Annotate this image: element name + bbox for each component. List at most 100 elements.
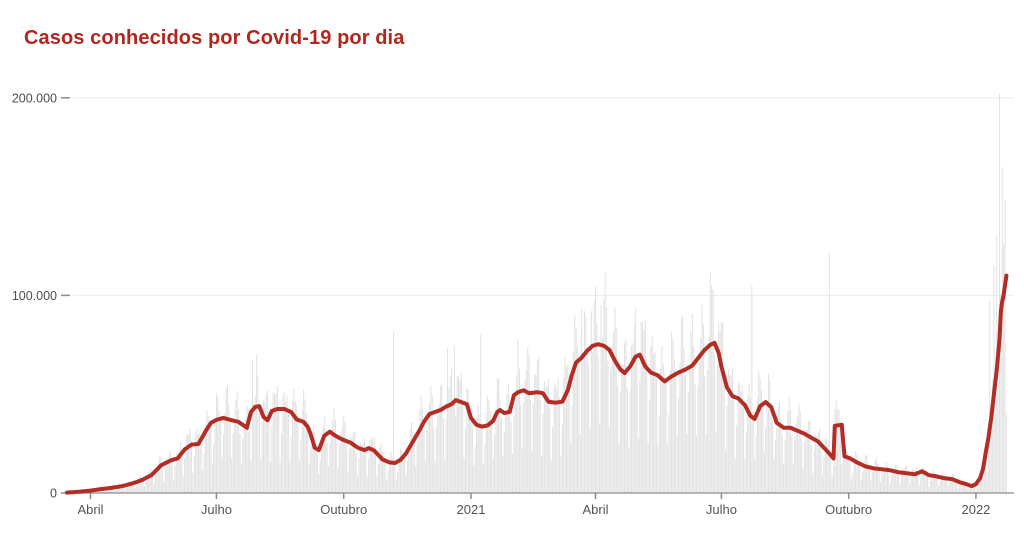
- daily-cases-bar: [161, 468, 164, 493]
- daily-cases-bar: [103, 488, 105, 493]
- daily-cases-bar: [510, 422, 512, 493]
- daily-cases-bar: [261, 422, 263, 493]
- daily-cases-bar: [370, 437, 372, 493]
- daily-cases-bar: [832, 466, 835, 493]
- daily-cases-bar: [196, 427, 198, 493]
- daily-cases-bar: [464, 427, 466, 493]
- daily-cases-bar: [200, 437, 202, 493]
- daily-cases-bar: [507, 383, 509, 493]
- daily-cases-bar: [380, 444, 382, 493]
- daily-cases-bar: [852, 471, 854, 493]
- daily-cases-bar: [953, 474, 955, 493]
- daily-cases-bar: [664, 373, 666, 493]
- daily-cases-bar: [332, 419, 334, 493]
- daily-cases-bar: [799, 411, 801, 493]
- daily-cases-bar: [972, 482, 974, 493]
- daily-cases-bar: [910, 476, 912, 493]
- daily-cases-bar: [527, 347, 529, 493]
- daily-cases-bar: [644, 321, 646, 493]
- daily-cases-bar: [727, 369, 729, 493]
- daily-cases-bar: [783, 463, 785, 493]
- daily-cases-bar: [164, 468, 166, 493]
- daily-cases-bar: [368, 458, 370, 493]
- daily-cases-bar: [935, 473, 937, 493]
- daily-cases-bar: [607, 361, 609, 493]
- daily-cases-bar: [139, 475, 141, 493]
- daily-cases-bar: [976, 488, 978, 493]
- daily-cases-bar: [654, 352, 656, 493]
- daily-cases-bar: [345, 445, 348, 493]
- daily-cases-bar: [924, 470, 926, 493]
- daily-cases-bar: [431, 396, 433, 493]
- daily-cases-bar: [182, 476, 184, 493]
- daily-cases-bar: [950, 478, 952, 493]
- daily-cases-bar: [957, 487, 959, 493]
- daily-cases-bar: [590, 311, 592, 493]
- daily-cases-bar: [723, 379, 725, 493]
- daily-cases-bar: [820, 446, 822, 493]
- daily-cases-bar: [514, 398, 516, 493]
- daily-cases-bar: [748, 384, 750, 493]
- daily-cases-bar: [801, 439, 803, 493]
- daily-cases-bar: [145, 480, 147, 493]
- daily-cases-bar: [736, 425, 738, 493]
- daily-cases-bar: [997, 384, 999, 493]
- daily-cases-bar: [452, 401, 454, 493]
- daily-cases-bar: [199, 431, 201, 493]
- daily-cases-bar: [478, 414, 480, 493]
- daily-cases-bar: [653, 354, 655, 493]
- daily-cases-bar: [348, 449, 350, 493]
- daily-cases-bar: [776, 427, 778, 493]
- daily-cases-bar: [803, 442, 805, 493]
- daily-cases-bar: [567, 364, 569, 493]
- daily-cases-bar: [148, 471, 150, 493]
- daily-cases-bar: [992, 379, 994, 493]
- daily-cases-bar: [166, 460, 168, 493]
- daily-cases-bar: [550, 460, 552, 493]
- daily-cases-bar: [624, 342, 626, 493]
- daily-cases-bar: [441, 384, 443, 493]
- daily-cases-bar: [974, 482, 976, 493]
- daily-cases-bar: [848, 455, 850, 493]
- daily-cases-bar: [761, 390, 763, 493]
- daily-cases-bar: [1005, 414, 1007, 493]
- daily-cases-bar: [932, 470, 934, 493]
- daily-cases-bar: [123, 485, 125, 493]
- daily-cases-bar: [885, 461, 887, 493]
- daily-cases-bar: [597, 357, 599, 493]
- daily-cases-bar: [726, 406, 728, 493]
- daily-cases-bar: [628, 447, 630, 493]
- daily-cases-bar: [207, 417, 209, 493]
- daily-cases-bar: [716, 364, 718, 493]
- daily-cases-bar: [506, 393, 508, 493]
- daily-cases-bar: [994, 393, 996, 493]
- daily-cases-bar: [791, 434, 793, 493]
- daily-cases-bar: [440, 385, 442, 493]
- daily-cases-bar: [734, 458, 736, 493]
- daily-cases-bar: [445, 419, 447, 493]
- daily-cases-bar: [680, 319, 682, 493]
- daily-cases-bar: [810, 445, 812, 493]
- daily-cases-bar: [406, 461, 408, 493]
- daily-cases-bar: [178, 448, 180, 493]
- daily-cases-bar: [595, 286, 597, 493]
- daily-cases-bar: [711, 285, 713, 493]
- daily-cases-bar: [1001, 166, 1003, 493]
- daily-cases-bar: [141, 478, 143, 493]
- daily-cases-bar: [307, 424, 309, 493]
- daily-cases-bar: [359, 443, 361, 493]
- daily-cases-bar: [260, 458, 262, 493]
- daily-cases-bar: [473, 465, 475, 493]
- daily-cases-bar: [958, 484, 960, 493]
- daily-cases-bar: [156, 467, 158, 493]
- daily-cases-bar: [416, 443, 418, 493]
- x-axis-label: Julho: [706, 502, 737, 517]
- daily-cases-bar: [467, 388, 469, 493]
- daily-cases-bar: [849, 459, 851, 493]
- daily-cases-bar: [330, 432, 332, 493]
- daily-cases-bar: [907, 473, 909, 493]
- daily-cases-bar: [456, 376, 458, 493]
- daily-cases-bar: [256, 354, 258, 493]
- daily-cases-bar: [257, 376, 259, 493]
